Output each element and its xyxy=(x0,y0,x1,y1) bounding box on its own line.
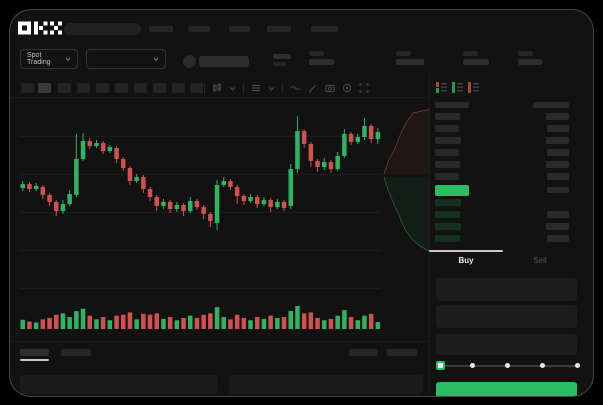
interval-button[interactable] xyxy=(77,83,90,93)
coin-icon xyxy=(182,54,196,68)
chevron-down-icon xyxy=(65,57,71,61)
okx-logo[interactable] xyxy=(18,21,62,35)
price-placeholder xyxy=(273,54,291,59)
pair-name-placeholder[interactable] xyxy=(199,55,249,67)
divider xyxy=(10,97,429,98)
order-book-row[interactable] xyxy=(435,137,569,144)
orders-panel-placeholder xyxy=(20,375,218,394)
pair-dropdown[interactable] xyxy=(86,49,166,69)
stat-label xyxy=(463,51,478,56)
last-price-amount xyxy=(547,187,569,193)
order-book-asks xyxy=(435,113,569,185)
candles-icon[interactable] xyxy=(212,83,222,93)
stat-value xyxy=(463,59,489,65)
interval-button[interactable] xyxy=(115,83,128,93)
buy-button[interactable] xyxy=(436,382,577,396)
order-total-input[interactable] xyxy=(436,334,577,355)
interval-button[interactable] xyxy=(21,83,34,93)
market-type-label: Spot Trading xyxy=(27,52,51,66)
interval-button[interactable] xyxy=(96,83,109,93)
settings-icon[interactable] xyxy=(342,83,352,93)
stat-label xyxy=(518,51,533,56)
interval-button[interactable] xyxy=(38,83,51,93)
orders-panel-placeholder xyxy=(229,375,423,394)
chevron-down-icon[interactable] xyxy=(229,85,236,92)
chevron-down-icon[interactable] xyxy=(268,85,275,92)
order-book-row[interactable] xyxy=(435,173,569,180)
app-window: Spot Trading xyxy=(9,9,594,397)
chevron-down-icon xyxy=(153,57,159,61)
depth-chart xyxy=(383,109,429,264)
camera-icon[interactable] xyxy=(325,83,335,93)
slider-stop-100[interactable] xyxy=(574,363,580,368)
fullscreen-icon[interactable] xyxy=(359,83,369,93)
indicators-icon[interactable] xyxy=(251,83,261,93)
divider xyxy=(429,74,430,396)
slider-stop-75[interactable] xyxy=(539,363,545,368)
order-book-bids xyxy=(435,199,569,247)
slider-stop-25[interactable] xyxy=(470,363,476,368)
order-book-row[interactable] xyxy=(435,161,569,168)
stat-value xyxy=(309,59,334,65)
divider xyxy=(10,341,429,342)
candlestick-chart[interactable] xyxy=(19,104,381,304)
search-input[interactable] xyxy=(64,23,141,35)
nav-item[interactable] xyxy=(311,26,338,32)
order-book-view-toggles xyxy=(436,82,479,93)
pencil-icon[interactable] xyxy=(308,83,318,93)
slider-stop-50[interactable] xyxy=(505,363,510,368)
slider-handle[interactable] xyxy=(436,361,445,370)
order-book-row[interactable] xyxy=(435,223,569,230)
last-price-bar xyxy=(435,184,469,196)
nav-item[interactable] xyxy=(149,26,173,32)
nav-item[interactable] xyxy=(229,26,250,32)
active-tab-indicator xyxy=(429,250,503,252)
order-book-row[interactable] xyxy=(435,199,569,206)
stat-label xyxy=(396,51,411,56)
order-book-row[interactable] xyxy=(435,125,569,132)
chart-toolbar xyxy=(204,83,369,93)
interval-button[interactable] xyxy=(134,83,147,93)
order-book-row[interactable] xyxy=(435,211,569,218)
stat-value xyxy=(518,59,542,65)
stat-label xyxy=(309,51,324,56)
tab-buy-label: Buy xyxy=(458,256,474,265)
order-book-row[interactable] xyxy=(435,113,569,120)
wave-icon[interactable] xyxy=(290,83,301,93)
order-book-row[interactable] xyxy=(435,149,569,156)
bottom-tab-indicator xyxy=(20,359,49,361)
interval-button[interactable] xyxy=(58,83,71,93)
stat-value xyxy=(396,59,424,65)
bottom-action[interactable] xyxy=(349,349,378,356)
divider xyxy=(243,83,244,93)
order-book-col-amount xyxy=(533,102,569,108)
divider xyxy=(204,83,205,93)
volume-bars xyxy=(20,306,381,329)
interval-button[interactable] xyxy=(172,83,185,93)
book-bids-icon[interactable] xyxy=(452,82,463,93)
book-asks-icon[interactable] xyxy=(468,82,479,93)
market-type-dropdown[interactable]: Spot Trading xyxy=(20,49,78,69)
bottom-action[interactable] xyxy=(387,349,417,356)
nav-item[interactable] xyxy=(267,26,291,32)
order-price-input[interactable] xyxy=(436,278,577,301)
tab-sell-label: Sell xyxy=(533,256,547,265)
divider xyxy=(282,83,283,93)
tab-sell[interactable]: Sell xyxy=(503,253,577,269)
book-combined-icon[interactable] xyxy=(436,82,447,93)
bottom-tab-active[interactable] xyxy=(20,349,49,356)
change-placeholder xyxy=(273,62,286,66)
tab-buy[interactable]: Buy xyxy=(429,253,503,269)
order-amount-input[interactable] xyxy=(436,305,577,328)
bottom-tab[interactable] xyxy=(61,349,91,356)
order-book-row[interactable] xyxy=(435,235,569,242)
order-book-col-price xyxy=(435,102,469,108)
interval-buttons xyxy=(10,83,210,93)
interval-button[interactable] xyxy=(190,83,203,93)
interval-button[interactable] xyxy=(153,83,166,93)
nav-item[interactable] xyxy=(188,26,210,32)
